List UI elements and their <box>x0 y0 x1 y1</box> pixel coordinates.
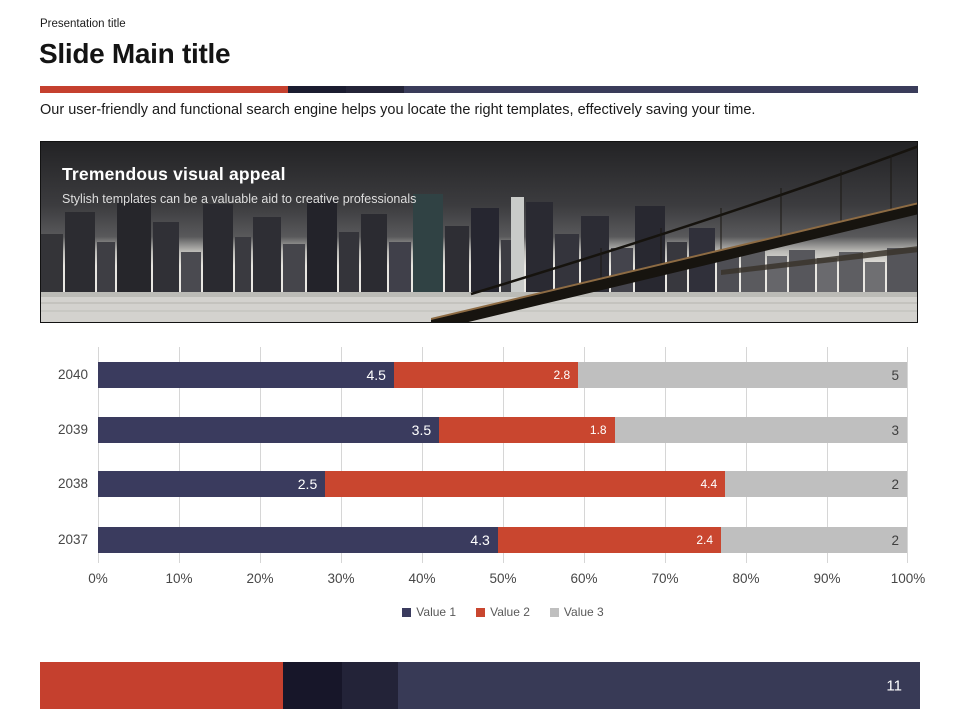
bar-segment: 2 <box>721 527 907 553</box>
legend-swatch <box>549 607 559 617</box>
page-number: 11 <box>886 677 902 694</box>
footer-bar: 11 <box>40 662 920 709</box>
bar-row: 2.5 4.4 2 <box>98 471 907 497</box>
legend-label: Value 2 <box>490 605 530 619</box>
x-axis-tick: 60% <box>570 571 598 586</box>
bar-segment: 5 <box>578 362 907 388</box>
legend-label: Value 1 <box>416 605 457 619</box>
chart-legend: Value 1 Value 2 Value 3 <box>98 605 908 619</box>
x-axis-tick: 100% <box>890 571 926 586</box>
x-axis-tick: 30% <box>327 571 355 586</box>
category-label: 2039 <box>57 422 88 437</box>
bar-segment: 4.4 <box>325 471 726 497</box>
bar-row: 4.5 2.8 5 <box>98 362 907 388</box>
bar-segment: 2.8 <box>393 362 579 388</box>
divider-segment-dark <box>346 86 404 93</box>
chart-plot-area: 4.5 2.8 5 3.5 1.8 3 2.5 4.4 2 4.3 2.4 2 <box>98 347 908 563</box>
legend-swatch <box>402 607 412 617</box>
bar-segment: 2.5 <box>98 471 326 497</box>
chart-x-axis: 0% 10% 20% 30% 40% 50% 60% 70% 80% 90% 100% <box>40 571 925 591</box>
category-label: 2037 <box>57 532 88 547</box>
page-title: Slide Main title <box>39 38 231 69</box>
bar-segment: 1.8 <box>439 417 615 443</box>
intro-text: Our user-friendly and functional search … <box>40 102 756 118</box>
footer-segment-red <box>40 662 283 709</box>
bar-row: 4.3 2.4 2 <box>98 527 907 553</box>
legend-item: Value 2 <box>476 605 530 619</box>
x-axis-tick: 20% <box>246 571 274 586</box>
bar-segment: 4.5 <box>98 362 394 388</box>
x-axis-tick: 40% <box>408 571 436 586</box>
legend-label: Value 3 <box>563 605 604 619</box>
bar-segment: 2.4 <box>497 527 722 553</box>
footer-segment-navy: 11 <box>398 662 920 709</box>
x-axis-tick: 90% <box>813 571 841 586</box>
city-skyline-illustration <box>41 142 917 322</box>
bar-segment: 3.5 <box>98 417 440 443</box>
legend-item: Value 1 <box>402 605 456 619</box>
banner-image: Tremendous visual appeal Stylish templat… <box>40 141 918 323</box>
category-label: 2040 <box>57 367 88 382</box>
legend-item: Value 3 <box>549 605 604 619</box>
stacked-bar-chart: 4.5 2.8 5 3.5 1.8 3 2.5 4.4 2 4.3 2.4 2 2040 2039 203… <box>40 347 925 632</box>
bar-segment: 3 <box>614 417 907 443</box>
header-divider <box>40 86 918 93</box>
bar-segment: 2 <box>725 471 907 497</box>
x-axis-tick: 50% <box>489 571 517 586</box>
banner-caption: Tremendous visual appeal Stylish templat… <box>62 164 416 206</box>
bar-row: 3.5 1.8 3 <box>98 417 907 443</box>
footer-segment-dark <box>342 662 398 709</box>
legend-swatch <box>476 607 486 617</box>
x-axis-tick: 0% <box>88 571 108 586</box>
presentation-title: Presentation title <box>40 18 126 30</box>
x-axis-tick: 70% <box>651 571 679 586</box>
divider-segment-navy <box>404 86 918 93</box>
x-axis-tick: 10% <box>165 571 193 586</box>
divider-segment-darkest <box>288 86 346 93</box>
category-label: 2038 <box>57 476 88 491</box>
divider-segment-red <box>40 86 288 93</box>
x-axis-tick: 80% <box>732 571 760 586</box>
bar-segment: 4.3 <box>98 527 498 553</box>
banner-heading: Tremendous visual appeal <box>62 164 286 184</box>
footer-segment-darkest <box>283 662 342 709</box>
banner-subheading: Stylish templates can be a valuable aid … <box>62 192 417 206</box>
